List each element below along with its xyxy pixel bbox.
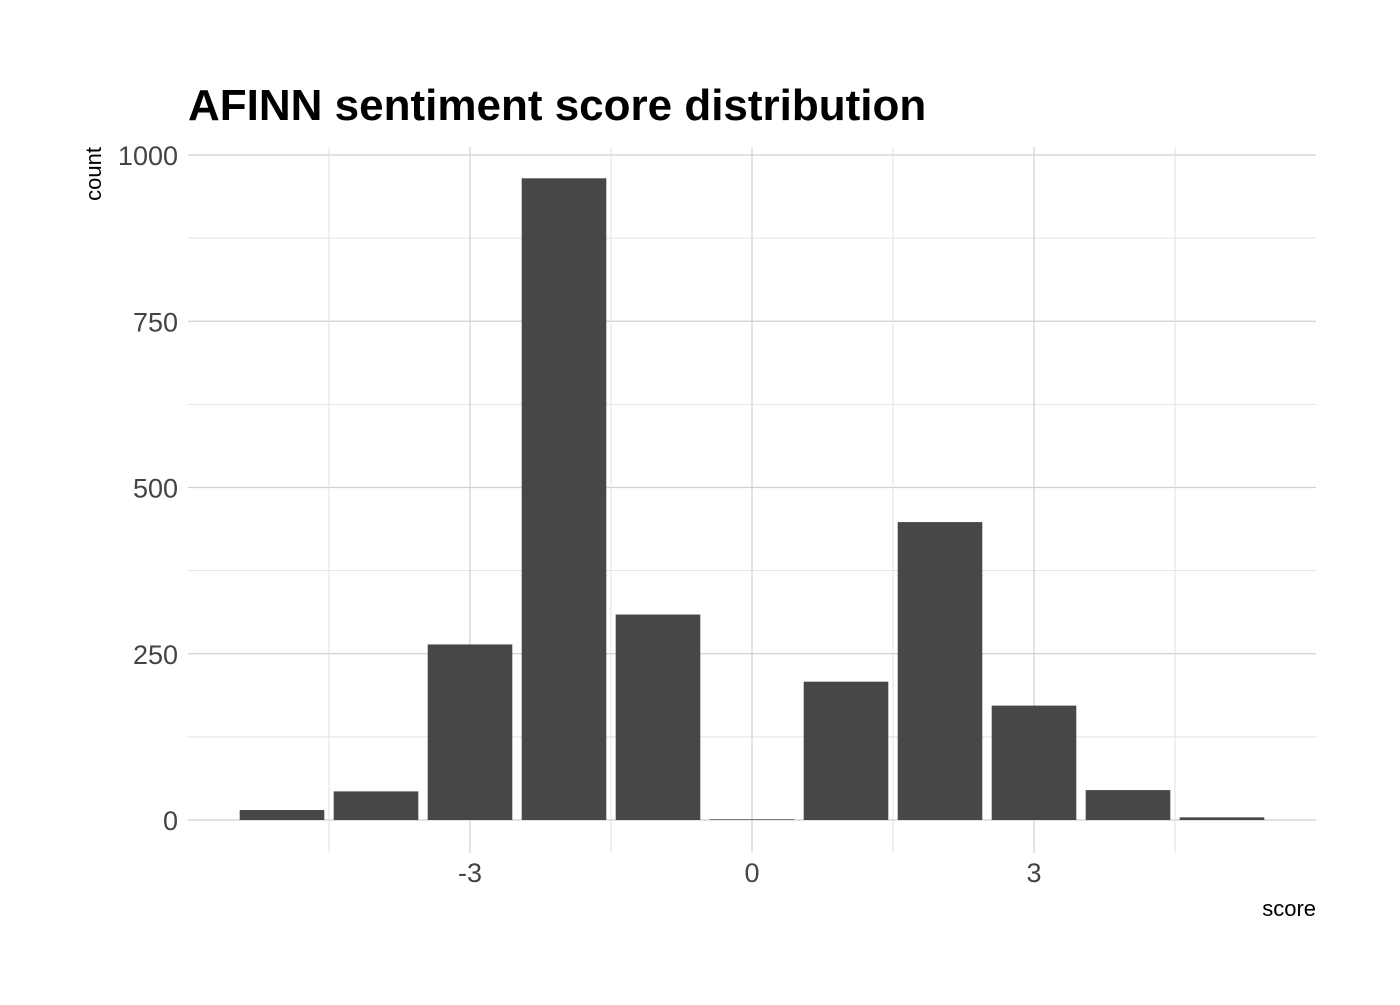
bar-score--5: [239, 810, 325, 820]
y-axis-tick-labels: 0 250 500 750 1000: [118, 141, 178, 836]
bar-score--4: [333, 791, 419, 820]
bar-score-2: [897, 522, 983, 820]
grid-lines: [188, 147, 1316, 853]
bar-score-1: [803, 681, 889, 820]
x-axis-title: score: [1262, 896, 1316, 921]
bar-score-3: [991, 705, 1077, 820]
y-tick-label: 0: [163, 806, 178, 836]
y-tick-label: 500: [133, 474, 178, 504]
y-tick-label: 1000: [118, 141, 178, 171]
bar-score--3: [427, 644, 513, 820]
bar-score-0: [709, 819, 795, 820]
bar-score--1: [615, 614, 701, 820]
chart-title: AFINN sentiment score distribution: [188, 81, 926, 130]
x-axis-tick-labels: -3 0 3: [458, 858, 1042, 888]
bars: [239, 178, 1265, 820]
x-tick-label: 0: [744, 858, 759, 888]
bar-score-5: [1179, 817, 1265, 820]
y-axis-title: count: [81, 147, 106, 201]
y-tick-label: 750: [133, 307, 178, 337]
y-tick-label: 250: [133, 640, 178, 670]
x-tick-label: 3: [1026, 858, 1041, 888]
bar-score--2: [521, 178, 607, 820]
x-tick-label: -3: [458, 858, 482, 888]
bar-score-4: [1085, 790, 1171, 820]
